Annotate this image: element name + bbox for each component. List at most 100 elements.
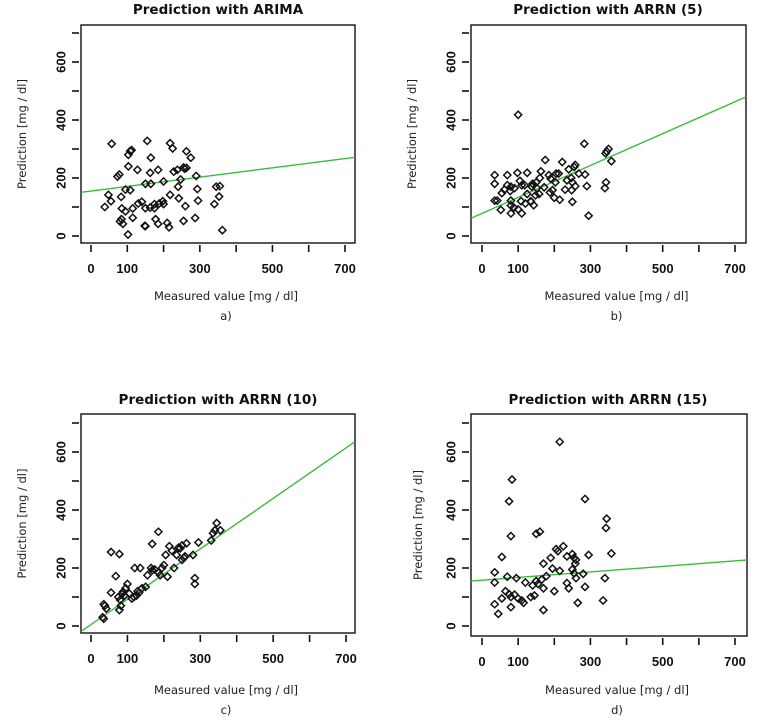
data-point <box>504 589 514 599</box>
data-point <box>100 202 110 212</box>
y-tick-label: 400 <box>54 109 69 131</box>
data-point <box>125 146 135 156</box>
data-point <box>557 157 567 167</box>
data-point <box>135 563 145 573</box>
data-point <box>531 529 541 539</box>
data-point <box>158 176 169 187</box>
data-point <box>132 165 143 175</box>
data-point <box>598 595 608 606</box>
data-point <box>506 602 516 612</box>
y-tick-label: 0 <box>444 232 459 239</box>
data-point <box>534 189 544 199</box>
data-point <box>192 184 202 194</box>
x-axis-label: Measured value [mg / dl] <box>544 289 688 303</box>
data-point <box>583 550 594 560</box>
data-point <box>560 184 570 195</box>
data-point <box>606 548 617 559</box>
data-point <box>580 582 590 592</box>
data-point <box>124 588 134 599</box>
data-point <box>116 192 126 202</box>
data-point <box>107 139 117 149</box>
data-point <box>123 229 133 240</box>
data-point <box>546 553 556 563</box>
x-axis-label: Measured value [mg / dl] <box>154 289 298 303</box>
y-axis-label: Prediction [mg / dl] <box>411 470 425 580</box>
data-point <box>530 190 541 201</box>
data-point <box>123 161 134 172</box>
y-tick-label: 200 <box>444 167 459 189</box>
y-tick-label: 600 <box>444 441 459 463</box>
data-point <box>567 197 578 207</box>
data-point <box>549 586 559 596</box>
data-point <box>553 168 564 179</box>
data-point <box>162 572 173 582</box>
data-point <box>502 572 512 582</box>
data-point <box>527 182 537 192</box>
data-point <box>558 541 568 551</box>
data-point <box>118 587 128 597</box>
data-point <box>564 583 574 593</box>
y-tick-label: 600 <box>54 441 69 463</box>
data-point <box>112 171 123 182</box>
data-point <box>571 573 581 583</box>
x-tick-label: 100 <box>507 654 529 669</box>
panel-d: Prediction with ARRN (15) 0 100 300 500 700 0 2… <box>411 392 748 717</box>
data-point <box>161 550 171 560</box>
data-point <box>114 169 124 180</box>
data-point <box>206 535 216 546</box>
data-point <box>550 177 561 188</box>
x-tick-label: 100 <box>117 651 139 666</box>
data-point <box>497 188 507 198</box>
data-point <box>539 182 549 192</box>
data-point <box>513 110 523 120</box>
data-point <box>489 170 500 180</box>
data-point <box>158 199 169 209</box>
data-point <box>527 179 538 189</box>
y-tick-label: 400 <box>444 109 459 131</box>
data-point <box>538 605 549 615</box>
data-point <box>209 199 220 209</box>
panel-label: c) <box>221 703 232 717</box>
data-point <box>145 168 155 178</box>
data-point <box>529 590 540 601</box>
data-point <box>489 179 500 189</box>
data-point <box>522 168 532 178</box>
data-point <box>538 558 549 569</box>
x-tick-label: 700 <box>335 651 357 666</box>
regression-line <box>471 96 746 219</box>
data-point <box>553 546 563 556</box>
data-point <box>159 560 169 570</box>
data-point <box>507 474 517 485</box>
data-point <box>579 139 589 149</box>
data-point <box>555 437 565 447</box>
x-tick-label: 700 <box>724 654 746 669</box>
data-point <box>541 571 551 581</box>
data-point <box>489 195 500 206</box>
y-tick-label: 600 <box>54 51 69 73</box>
data-point <box>212 518 222 528</box>
data-point <box>179 553 189 563</box>
data-point <box>106 547 116 557</box>
data-point <box>193 537 204 548</box>
x-axis-label: Measured value [mg / dl] <box>545 683 689 697</box>
data-point <box>211 182 221 192</box>
x-tick-label: 0 <box>87 261 94 276</box>
data-point <box>147 565 157 575</box>
x-axis-label: Measured value [mg / dl] <box>154 683 298 697</box>
data-point <box>215 525 225 535</box>
data-point <box>188 550 198 560</box>
data-point <box>529 200 539 210</box>
data-point <box>533 579 543 589</box>
data-point <box>178 216 189 226</box>
data-point <box>506 592 516 602</box>
data-point <box>600 148 611 159</box>
x-tick-label: 700 <box>334 261 356 276</box>
data-point <box>489 577 500 588</box>
data-point <box>499 184 510 195</box>
data-point <box>578 569 588 579</box>
data-point <box>103 190 114 200</box>
chart-title: Prediction with ARRN (5) <box>513 2 703 18</box>
data-point <box>146 153 156 163</box>
data-point <box>564 164 574 174</box>
